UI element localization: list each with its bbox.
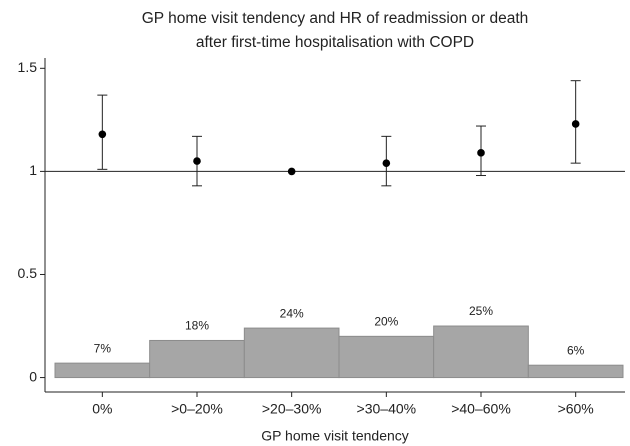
x-tick-label: >40–60%: [451, 401, 511, 417]
bar-value-label: 6%: [567, 343, 585, 357]
x-axis-label: GP home visit tendency: [261, 428, 409, 444]
bar: [149, 339, 245, 379]
bar-value-label: 18%: [185, 319, 209, 333]
bar: [54, 362, 151, 379]
point: [382, 159, 391, 167]
bar-value-label: 24%: [280, 306, 304, 320]
bar: [338, 335, 435, 379]
bar: [433, 325, 529, 379]
x-tick-label: >20–30%: [262, 401, 322, 417]
bar-value-label: 20%: [374, 315, 398, 329]
x-tick-label: >30–40%: [357, 401, 417, 417]
y-tick-label: 0: [29, 368, 37, 384]
bar: [527, 364, 624, 379]
bar-value-label: 25%: [469, 304, 493, 318]
point: [98, 130, 107, 139]
point: [193, 157, 201, 165]
bar-value-label: 7%: [94, 341, 112, 355]
x-tick-label: >60%: [558, 401, 594, 417]
point: [287, 167, 296, 176]
point: [477, 149, 485, 157]
bar: [243, 327, 340, 379]
x-tick-label: >0–20%: [171, 401, 223, 417]
y-tick-label: 1.5: [18, 59, 38, 75]
chart-title: GP home visit tendency and HR of readmis…: [142, 10, 529, 27]
point: [571, 120, 580, 128]
y-tick-label: 1: [29, 162, 37, 178]
y-tick-label: 0.5: [18, 265, 38, 281]
chart-title: after first-time hospitalisation with CO…: [196, 34, 474, 51]
x-tick-label: 0%: [92, 401, 112, 417]
